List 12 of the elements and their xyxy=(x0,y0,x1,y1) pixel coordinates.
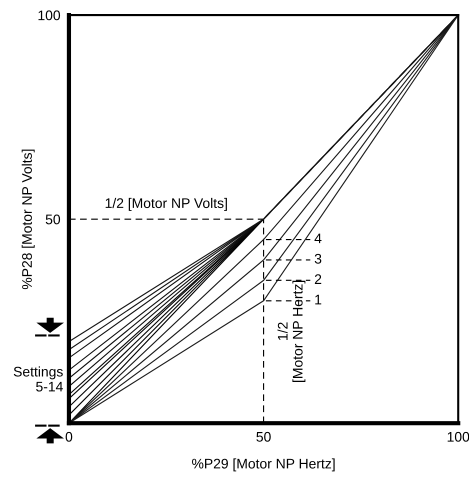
annotation: 1 xyxy=(315,294,322,304)
x-axis-title: %P29 [Motor NP Hertz] xyxy=(192,458,335,472)
ref-line-label: 1/2 [Motor NP Hertz] xyxy=(277,280,306,382)
annotation: 2 xyxy=(314,274,322,284)
annotation: 4 xyxy=(314,234,322,244)
ref-line-label: 1/2 [Motor NP Volts] xyxy=(106,198,227,211)
annotation: 3 xyxy=(314,254,322,264)
x-tick-label: 100 xyxy=(448,432,469,442)
x-tick-label: 0 xyxy=(66,432,72,442)
x-tick-label: 50 xyxy=(256,432,271,442)
text: Settings 5-14 xyxy=(14,366,63,392)
y-axis-title: %P28 [Motor NP Volts] xyxy=(22,150,35,290)
